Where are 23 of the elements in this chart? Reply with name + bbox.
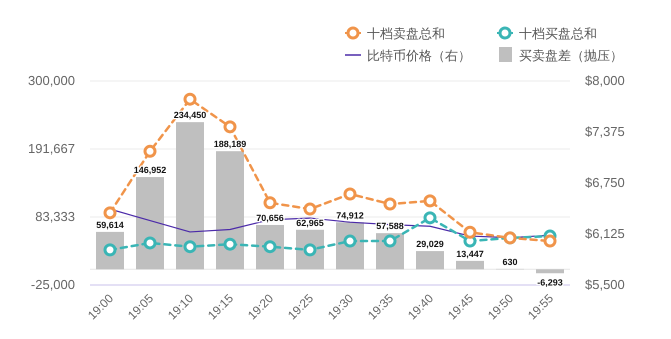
data-label: -6,293 [537, 277, 563, 288]
data-label: 146,952 [134, 165, 166, 176]
y2-tick-label: $6,750 [585, 175, 625, 190]
data-label: 62,965 [296, 218, 324, 228]
data-label: 630 [502, 256, 518, 267]
y-tick-label: 300,000 [28, 73, 75, 88]
y-tick-label: 83,333 [35, 209, 75, 224]
y2-tick-label: $5,500 [585, 277, 625, 292]
y2-tick-label: $6,125 [585, 226, 625, 241]
data-label: 188,189 [214, 139, 246, 150]
data-label: 29,029 [416, 239, 444, 250]
legend-label: 买卖盘差（抛压） [519, 48, 623, 63]
data-label: 13,447 [456, 248, 484, 259]
data-label: 234,450 [174, 110, 206, 120]
y-tick-label: 191,667 [28, 141, 75, 156]
legend-label: 十档买盘总和 [519, 26, 597, 41]
data-label: 59,614 [96, 220, 124, 230]
y2-tick-label: $7,375 [585, 124, 625, 139]
y2-tick-label: $8,000 [585, 73, 625, 88]
y-tick-label: -25,000 [30, 277, 75, 292]
legend-label: 十档卖盘总和 [367, 26, 445, 41]
legend-label: 比特币价格（右） [367, 48, 471, 63]
data-label: 74,912 [336, 210, 364, 220]
